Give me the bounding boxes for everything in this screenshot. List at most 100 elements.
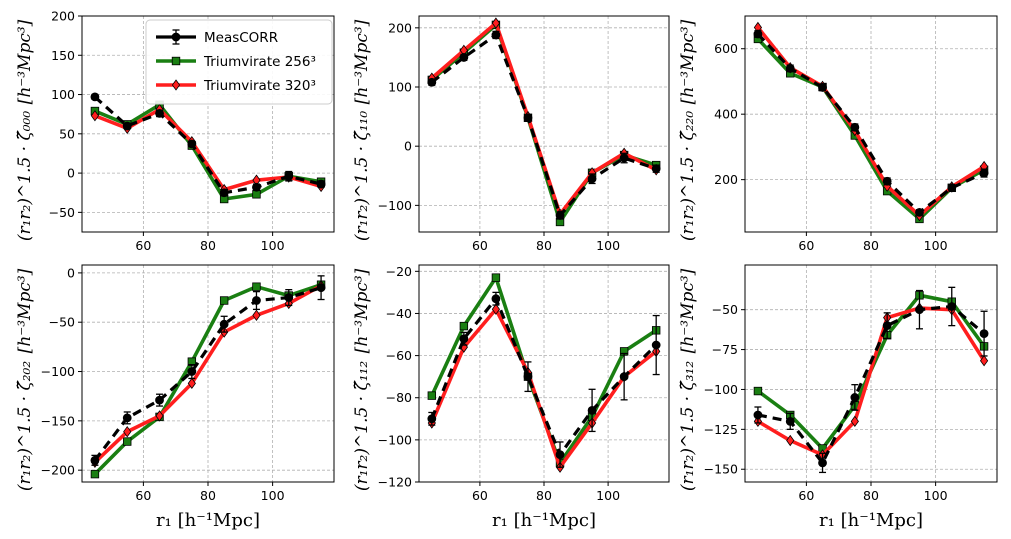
data-point <box>459 321 469 331</box>
legend-marker <box>171 56 181 66</box>
series-0 <box>753 29 989 217</box>
y-tick-label: −50 <box>49 315 75 330</box>
data-point <box>850 415 859 428</box>
y-axis-label: (r₁r₂)^1.5 · ζ̃₂₂₀ <box>678 111 698 241</box>
plot-area <box>90 275 326 479</box>
data-point <box>122 413 132 423</box>
x-tick-label: 80 <box>200 488 216 503</box>
panel-1: 60 80 100 −50 0 50 100 150 200 (r₁r₂)^1.5 · ζ̃₀₀₀… <box>15 9 335 253</box>
data-point <box>491 303 501 315</box>
y-axis-unit: [h⁻³Mpc³] <box>352 19 372 104</box>
data-point <box>619 372 629 382</box>
y-tick-label: −120 <box>378 475 412 490</box>
data-point <box>619 153 629 163</box>
series-0 <box>427 291 661 468</box>
data-point <box>427 391 437 400</box>
data-point <box>850 393 860 402</box>
data-point <box>850 122 860 132</box>
series-line <box>757 306 986 457</box>
data-point <box>882 321 892 331</box>
data-point <box>523 372 533 382</box>
data-point <box>587 405 597 415</box>
x-tick-label: 80 <box>863 238 879 253</box>
data-point <box>785 63 795 73</box>
data-point <box>979 168 989 178</box>
x-tick-label: 100 <box>596 488 620 503</box>
y-tick-label: 100 <box>51 87 75 102</box>
data-point <box>753 410 763 420</box>
data-point <box>187 139 197 149</box>
x-tick-label: 60 <box>472 488 488 503</box>
plot-area <box>753 21 989 224</box>
y-tick-label: −80 <box>386 390 412 405</box>
data-point <box>123 426 132 438</box>
x-tick-label: 100 <box>261 238 285 253</box>
data-point <box>90 469 100 479</box>
y-axis-label: (r₁r₂)^1.5 · ζ̃₁₁₂ <box>352 361 372 491</box>
y-axis-unit: [h⁻³Mpc³] <box>678 268 698 353</box>
legend: MeasCORR Triumvirate 256³ Triumvirate 320³ <box>145 19 333 105</box>
x-axis-label: r₁ [h⁻¹Mpc] <box>156 510 260 531</box>
data-point <box>459 53 469 62</box>
data-point <box>252 282 261 291</box>
y-tick-label: −100 <box>704 382 738 397</box>
data-point <box>459 334 469 344</box>
y-tick-label: −150 <box>704 462 738 477</box>
plot-area <box>90 92 326 204</box>
data-point <box>753 386 763 396</box>
plot-area <box>427 17 661 227</box>
data-point <box>219 296 229 305</box>
data-point <box>523 113 533 123</box>
data-point <box>555 211 565 220</box>
series-0 <box>753 286 989 474</box>
data-point <box>555 450 565 460</box>
y-tick-label: −100 <box>41 364 75 379</box>
data-point <box>316 179 326 189</box>
y-tick-label: −100 <box>378 198 412 213</box>
y-tick-label: 0 <box>67 265 75 280</box>
data-point <box>947 183 957 193</box>
x-tick-label: 60 <box>135 488 151 503</box>
data-point <box>155 395 164 405</box>
y-tick-label: −40 <box>386 306 412 321</box>
data-point <box>252 182 261 192</box>
data-point <box>915 207 924 217</box>
data-point <box>587 174 597 184</box>
data-point <box>427 414 437 424</box>
y-tick-label: 50 <box>59 126 75 141</box>
data-point <box>818 458 827 468</box>
data-point <box>252 309 261 321</box>
y-axis-label: (r₁r₂)^1.5 · ζ̃₃₁₂ <box>678 361 698 491</box>
legend-box <box>145 19 333 105</box>
data-point <box>219 319 229 329</box>
data-point <box>187 377 196 390</box>
data-point <box>818 82 827 92</box>
panel-3: 60 80 100 200 400 600 (r₁r₂)^1.5 · ζ̃₂₂₀ [h⁻³Mp… <box>678 15 998 253</box>
y-axis-unit: [h⁻³Mpc³] <box>15 19 35 104</box>
legend-marker <box>171 79 181 91</box>
data-point <box>979 355 989 367</box>
y-tick-label: −60 <box>386 348 412 363</box>
data-point <box>491 273 501 282</box>
y-axis-label: (r₁r₂)^1.5 · ζ̃₀₀₀ <box>15 111 35 241</box>
y-axis-label: (r₁r₂)^1.5 · ζ̃₁₁₀ <box>352 111 372 241</box>
series-line <box>430 297 658 457</box>
y-tick-label: −150 <box>41 413 75 428</box>
x-tick-label: 60 <box>798 488 814 503</box>
plot-area <box>427 273 661 473</box>
data-point <box>491 17 501 29</box>
data-point <box>882 176 892 186</box>
y-tick-label: 200 <box>51 9 75 24</box>
y-tick-label: −200 <box>41 463 75 478</box>
data-point <box>90 110 100 122</box>
y-axis-unit: [h⁻³Mpc³] <box>15 268 35 353</box>
y-tick-label: −75 <box>712 342 738 357</box>
data-point <box>155 410 164 422</box>
data-point <box>219 188 229 198</box>
panel-5: 60 80 100 −120 −100 −80 −60 −40 −20 (r₁r₂)^1.5 · … <box>352 264 670 531</box>
series-line <box>757 304 986 465</box>
data-point <box>753 29 763 39</box>
data-point <box>651 164 661 174</box>
x-tick-label: 100 <box>924 488 948 503</box>
x-axis-label: r₁ [h⁻¹Mpc] <box>492 510 596 531</box>
